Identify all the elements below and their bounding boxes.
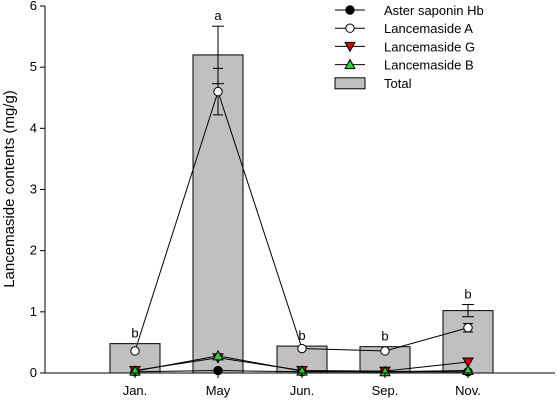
data-point xyxy=(380,346,390,356)
data-point xyxy=(212,349,224,361)
data-point xyxy=(213,86,223,97)
legend-marker xyxy=(344,58,356,70)
data-point xyxy=(297,343,307,354)
y-axis-label: Lancemaside contents (mg/g) xyxy=(1,90,18,288)
bars-layer xyxy=(109,54,494,374)
x-tick-label: Jun. xyxy=(290,383,315,398)
x-tick-label: May xyxy=(206,383,231,398)
legend: Aster saponin Hb Lancemaside A Lancemaside… xyxy=(334,3,484,91)
legend-marker xyxy=(344,41,356,53)
data-point xyxy=(463,323,473,333)
legend-marker xyxy=(345,23,355,33)
x-tick-label: Nov. xyxy=(455,383,481,398)
legend-label: Lancemaside B xyxy=(384,58,474,73)
data-point xyxy=(462,357,474,369)
y-tick-label: 6 xyxy=(30,0,37,13)
significance-letter: b xyxy=(298,328,305,343)
y-tick-label: 4 xyxy=(30,120,37,135)
y-tick-label: 2 xyxy=(30,243,37,258)
y-tick-label: 3 xyxy=(30,182,37,197)
legend-label: Total xyxy=(384,76,412,91)
series-line xyxy=(134,90,469,352)
x-tick-label: Jan. xyxy=(123,383,148,398)
x-tick-label: Sep. xyxy=(372,383,399,398)
legend-label: Lancemaside G xyxy=(384,39,475,54)
data-point xyxy=(130,346,140,356)
x-ticks: Jan. May Jun. Sep. Nov. xyxy=(123,373,481,398)
legend-swatch xyxy=(334,77,366,90)
significance-letters: b a b b b xyxy=(131,8,471,344)
series-error-bars xyxy=(213,67,473,333)
significance-letter: a xyxy=(214,8,222,23)
y-tick-label: 5 xyxy=(30,59,37,74)
y-tick-label: 1 xyxy=(30,304,37,319)
significance-letter: b xyxy=(464,286,471,301)
y-tick-label: 0 xyxy=(30,365,37,380)
legend-marker xyxy=(345,5,355,15)
legend-label: Aster saponin Hb xyxy=(384,3,484,18)
legend-label: Lancemaside A xyxy=(384,21,473,36)
significance-letter: b xyxy=(381,329,388,344)
significance-letter: b xyxy=(131,326,138,341)
y-ticks: 0 1 2 3 4 5 6 xyxy=(30,0,45,380)
